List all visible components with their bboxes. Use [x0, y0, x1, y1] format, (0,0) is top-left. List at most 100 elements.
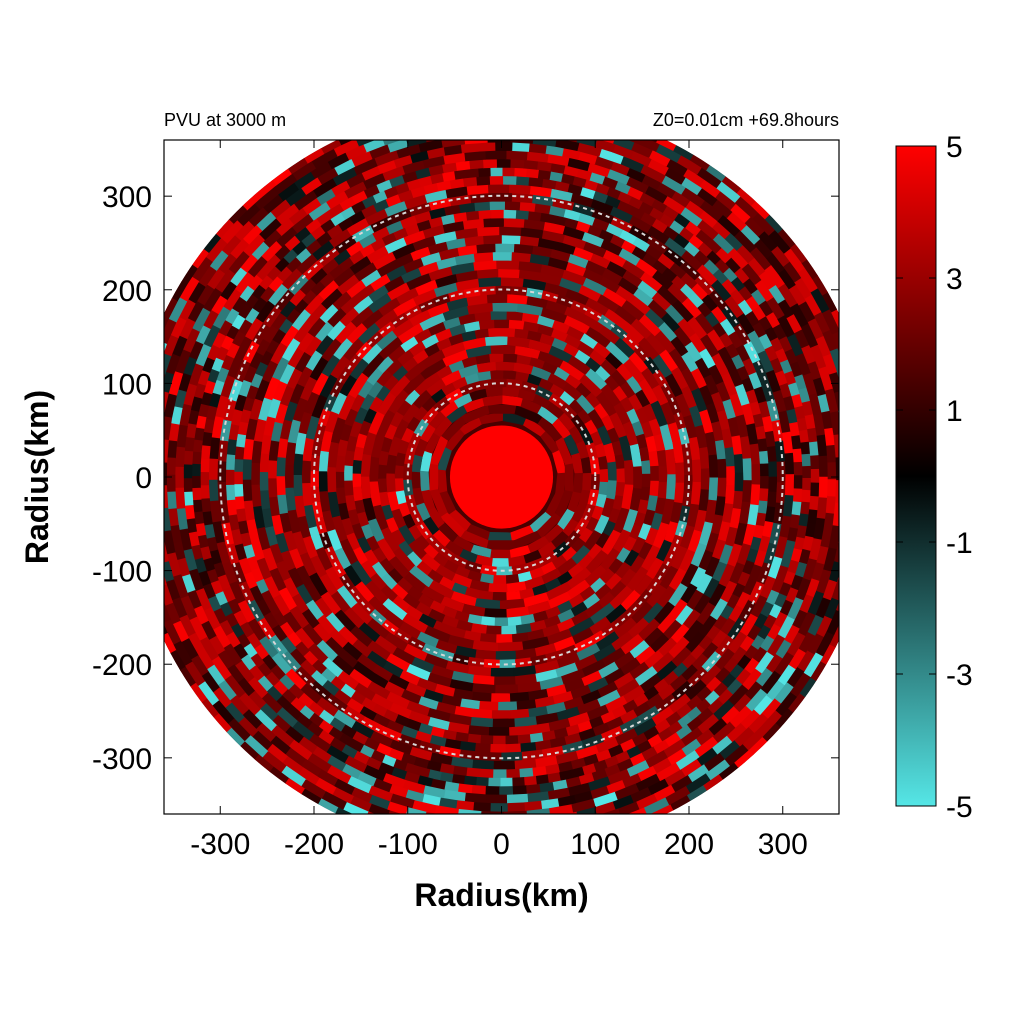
pvu-cell — [740, 708, 762, 730]
pvu-cell — [391, 111, 413, 125]
pvu-cell — [747, 503, 760, 526]
pvu-cell — [630, 141, 653, 158]
pvu-cell — [598, 275, 621, 293]
pvu-cell — [534, 660, 560, 675]
pvu-cell — [852, 572, 866, 594]
pvu-cell — [802, 465, 812, 478]
pvu-cell — [331, 515, 348, 544]
pvu-cell — [660, 174, 686, 195]
pvu-cell — [441, 605, 458, 620]
pvu-cell — [330, 417, 346, 445]
pvu-cell — [536, 415, 563, 442]
pvu-cell — [686, 694, 703, 711]
pvu-cell — [641, 252, 658, 267]
pvu-cell — [287, 419, 301, 445]
pvu-cell — [413, 379, 430, 396]
pvu-cell — [651, 259, 668, 275]
pvu-cell — [256, 557, 273, 581]
pvu-cell — [369, 794, 391, 811]
pvu-cell — [732, 490, 744, 511]
pvu-cell — [227, 718, 252, 743]
pvu-cell — [192, 439, 203, 453]
pvu-cell — [509, 725, 531, 737]
pvu-cell — [759, 574, 777, 599]
pvu-cell — [375, 330, 398, 351]
pvu-cell — [497, 268, 520, 279]
pvu-cell — [176, 424, 188, 448]
pvu-cell — [788, 692, 808, 715]
pvu-cell — [776, 564, 790, 581]
pvu-cell — [212, 700, 236, 726]
pvu-cell — [721, 705, 741, 725]
pvu-cell — [688, 292, 705, 308]
pvu-cell — [359, 393, 375, 412]
pvu-cell — [517, 734, 532, 745]
pvu-cell — [656, 585, 677, 608]
pvu-cell — [623, 535, 638, 552]
pvu-cell — [531, 140, 557, 147]
pvu-cell — [255, 300, 275, 324]
pvu-cell — [226, 355, 244, 380]
pvu-cell — [447, 634, 476, 650]
pvu-cell — [745, 680, 764, 700]
pvu-cell — [490, 209, 504, 219]
pvu-cell — [810, 454, 820, 470]
pvu-cell — [373, 308, 398, 330]
pvu-cell — [507, 616, 523, 627]
pvu-cell — [299, 376, 317, 402]
pvu-cell — [584, 564, 608, 587]
pvu-cell — [480, 564, 498, 576]
pvu-cell — [211, 332, 227, 349]
pvu-cell — [421, 643, 441, 658]
pvu-cell — [666, 473, 677, 500]
pvu-cell — [596, 293, 620, 313]
pvu-cell — [501, 167, 515, 177]
pvu-cell — [677, 317, 697, 338]
pvu-cell — [384, 632, 409, 653]
pvu-cell — [403, 643, 429, 662]
pvu-cell — [416, 631, 440, 649]
pvu-cell — [195, 588, 212, 612]
pvu-cell — [343, 408, 358, 428]
pvu-cell — [459, 142, 479, 154]
pvu-cell — [462, 126, 483, 137]
pvu-cell — [220, 335, 234, 351]
x-axis-ticks: -300 -200 -100 0 100 200 300 — [190, 140, 808, 861]
pvu-cell — [837, 608, 839, 631]
pvu-cell — [748, 736, 770, 757]
pvu-cell — [242, 233, 265, 258]
pvu-cell — [237, 319, 253, 336]
pvu-cell — [388, 374, 411, 399]
pvu-cell — [294, 666, 317, 688]
pvu-cell — [672, 142, 695, 161]
pvu-cell — [617, 758, 634, 773]
pvu-cell — [593, 643, 618, 663]
pvu-cell — [744, 216, 765, 237]
pvu-cell — [828, 371, 839, 393]
pvu-cell — [420, 553, 441, 573]
pvu-cell — [191, 256, 213, 283]
pvu-cell — [788, 283, 807, 306]
pvu-cell — [496, 566, 514, 576]
pvu-cell — [235, 508, 247, 523]
pvu-cell — [375, 260, 397, 278]
pvu-cell — [490, 549, 512, 559]
pvu-cell — [742, 277, 759, 295]
pvu-cell — [650, 511, 664, 531]
pvu-cell — [746, 422, 759, 445]
pvu-cell — [212, 306, 231, 330]
pvu-cell — [489, 369, 504, 380]
pvu-cell — [514, 370, 530, 382]
pvu-cell — [205, 405, 218, 421]
pvu-cell — [383, 423, 398, 441]
pvu-cell — [475, 175, 491, 186]
pvu-cell — [601, 286, 627, 307]
pvu-cell — [820, 643, 839, 666]
pvu-cell — [385, 281, 411, 301]
pvu-cell — [563, 333, 582, 349]
pvu-cell — [443, 427, 465, 452]
pvu-cell — [539, 263, 565, 278]
pvu-cell — [164, 561, 175, 583]
pvu-cell — [395, 399, 412, 417]
pvu-cell — [757, 230, 778, 252]
